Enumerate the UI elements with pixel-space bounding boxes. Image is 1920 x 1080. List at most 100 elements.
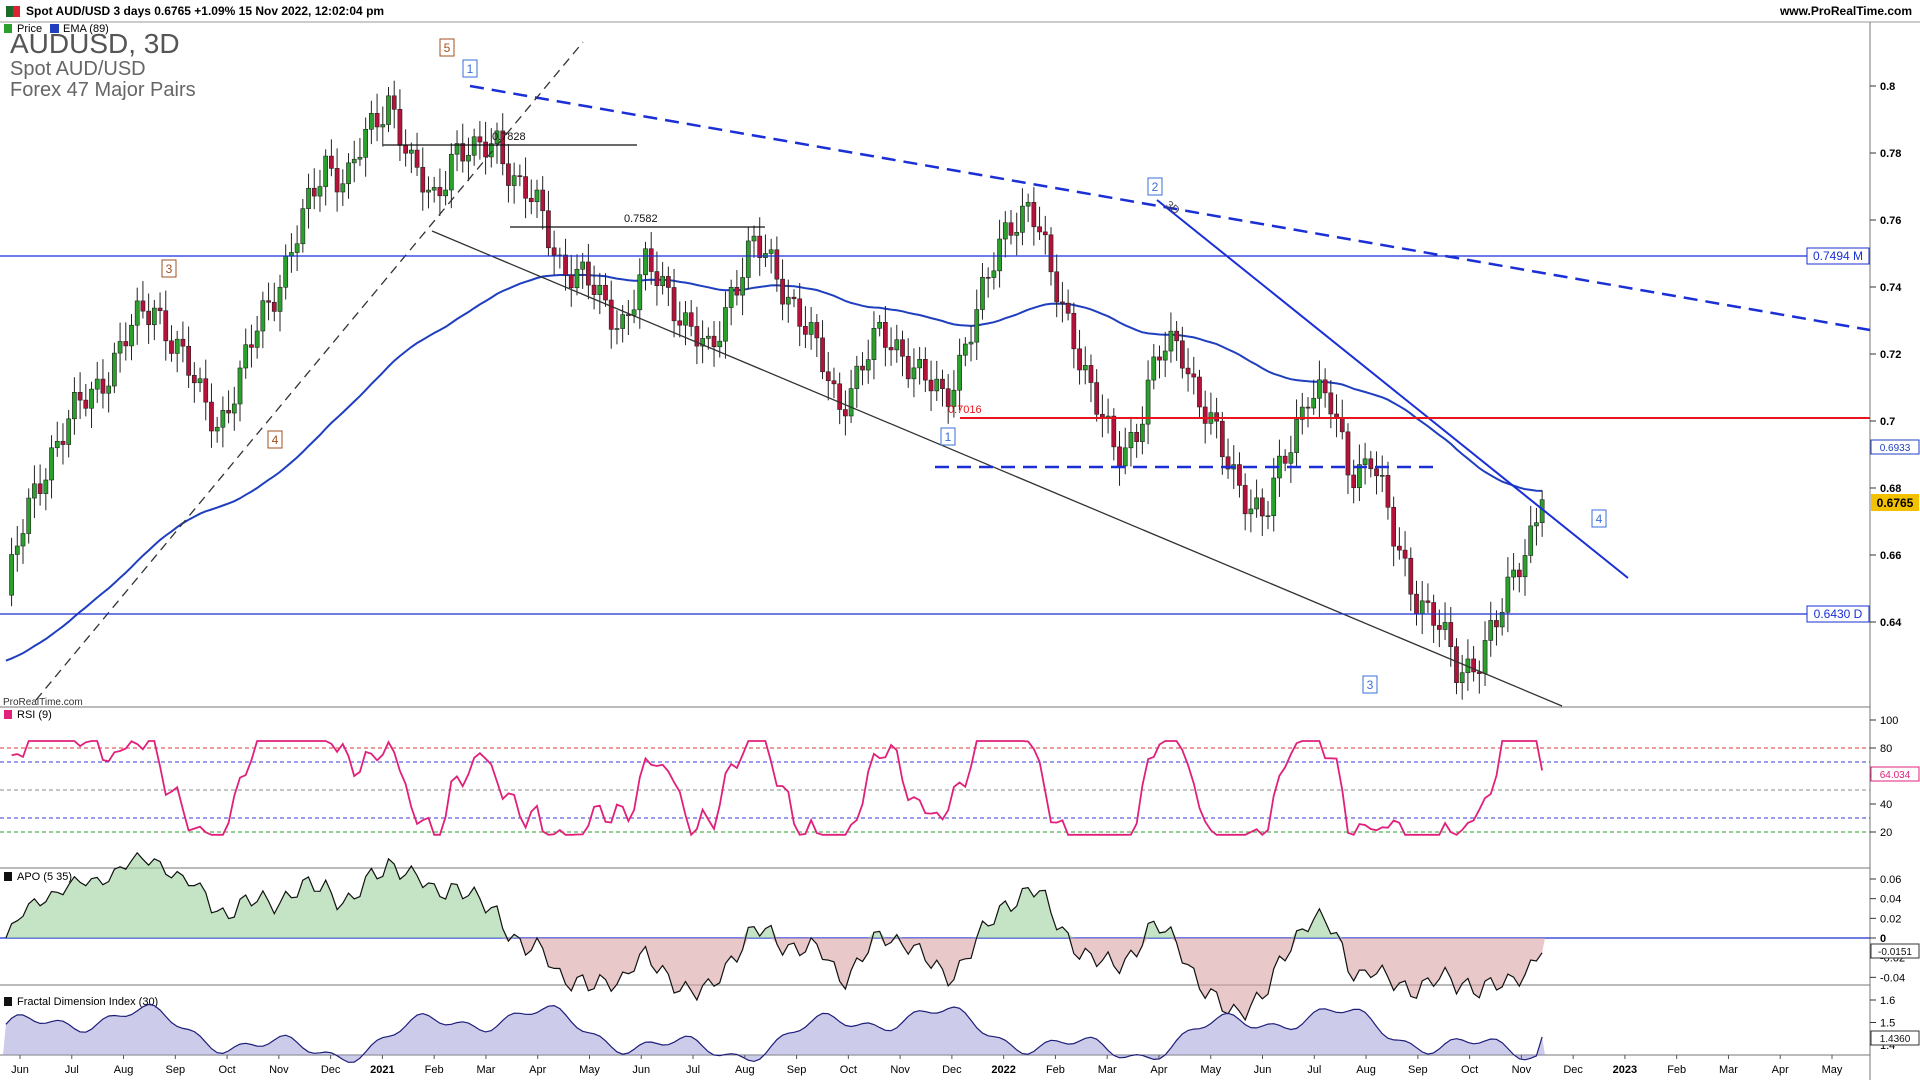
candle bbox=[443, 170, 448, 206]
candle bbox=[243, 328, 249, 379]
legend-ema: EMA (89) bbox=[63, 23, 109, 35]
candle bbox=[426, 176, 431, 209]
candle bbox=[1414, 580, 1419, 626]
candle bbox=[334, 148, 340, 212]
time-tick-label: Aug bbox=[735, 1064, 755, 1076]
candle bbox=[340, 169, 346, 206]
candle bbox=[180, 321, 186, 363]
time-tick-label: Jun bbox=[632, 1064, 650, 1076]
candle bbox=[1328, 380, 1334, 429]
wave-label-orange-3: 3 bbox=[161, 259, 177, 278]
candle bbox=[317, 169, 323, 212]
time-tick-label: Apr bbox=[529, 1064, 546, 1076]
time-tick-label: Oct bbox=[219, 1064, 236, 1076]
candle bbox=[454, 130, 460, 172]
wave-label-blue-4: 4 bbox=[1591, 509, 1607, 528]
candle bbox=[414, 132, 420, 176]
candle bbox=[962, 337, 968, 367]
time-tick-label: Sep bbox=[787, 1064, 807, 1076]
candle bbox=[43, 468, 49, 511]
level-badge-daily: 0.6430 D bbox=[1806, 605, 1870, 623]
candle bbox=[483, 121, 488, 175]
time-tick-label: Sep bbox=[1408, 1064, 1428, 1076]
candle bbox=[591, 265, 597, 310]
candle bbox=[694, 306, 700, 365]
time-tick-label: Nov bbox=[269, 1064, 289, 1076]
candle bbox=[1271, 457, 1277, 532]
candle bbox=[9, 537, 14, 607]
candle bbox=[757, 217, 763, 276]
candle bbox=[586, 243, 591, 300]
candle bbox=[283, 244, 289, 300]
candle bbox=[1482, 621, 1488, 687]
candle bbox=[1528, 505, 1534, 564]
fib-label-low: 0.7582 bbox=[624, 213, 658, 225]
candle bbox=[1345, 423, 1351, 495]
candle bbox=[563, 238, 568, 291]
candle bbox=[728, 279, 734, 326]
candle bbox=[89, 381, 94, 429]
candle bbox=[574, 254, 580, 296]
candle bbox=[1448, 607, 1454, 667]
flag-icon bbox=[6, 5, 20, 17]
price-tick-label: 0.78 bbox=[1880, 148, 1901, 160]
candle bbox=[894, 324, 900, 363]
candle bbox=[688, 300, 694, 337]
chart-title-symbol: AUDUSD, 3D bbox=[10, 28, 180, 59]
price-tick-label: 0.64 bbox=[1880, 617, 1902, 629]
candle bbox=[431, 176, 437, 203]
candle bbox=[1111, 408, 1117, 461]
candle bbox=[391, 80, 397, 129]
dashed-trendline-upper bbox=[469, 84, 1871, 332]
candle bbox=[60, 423, 66, 465]
candle bbox=[1442, 602, 1448, 641]
price-tick-label: 0.7 bbox=[1880, 416, 1895, 428]
candle bbox=[974, 289, 980, 360]
apo-positive-area bbox=[3, 852, 1545, 938]
candle bbox=[1031, 187, 1037, 246]
candle bbox=[500, 113, 506, 176]
candle bbox=[911, 348, 917, 398]
price-tick-label: 0.74 bbox=[1880, 282, 1902, 294]
website-link[interactable]: www.ProRealTime.com bbox=[1779, 4, 1912, 18]
candle bbox=[922, 347, 928, 393]
candle bbox=[369, 100, 374, 145]
candle bbox=[705, 327, 711, 350]
candle bbox=[420, 147, 426, 211]
candle bbox=[186, 326, 191, 388]
candle bbox=[237, 360, 243, 422]
wave-label-blue-1-top: 1 bbox=[462, 59, 478, 78]
time-tick-label: Nov bbox=[890, 1064, 910, 1076]
candle bbox=[991, 252, 997, 290]
candle bbox=[1174, 320, 1179, 361]
legend-price-swatch bbox=[4, 24, 12, 33]
candle bbox=[1305, 397, 1311, 428]
time-tick-label: 2021 bbox=[370, 1064, 394, 1076]
candle bbox=[740, 257, 745, 316]
candle bbox=[626, 300, 631, 336]
candle bbox=[888, 327, 894, 366]
level-badge-monthly: 0.7494 M bbox=[1806, 247, 1870, 265]
candle bbox=[1219, 412, 1225, 475]
candle bbox=[231, 386, 237, 431]
svg-text:5: 5 bbox=[444, 41, 451, 55]
fib-label-high: 0.7828 bbox=[492, 131, 526, 143]
candle bbox=[905, 338, 911, 388]
price-tick-label: 0.66 bbox=[1880, 550, 1901, 562]
wave-label-blue-3: 3 bbox=[1362, 675, 1378, 694]
candle bbox=[77, 372, 83, 419]
svg-text:3: 3 bbox=[1367, 678, 1374, 692]
candle bbox=[323, 149, 329, 206]
candle bbox=[677, 301, 683, 338]
candle bbox=[900, 330, 905, 377]
candle bbox=[1208, 392, 1214, 435]
candle bbox=[780, 259, 785, 321]
candle bbox=[460, 123, 466, 173]
candle bbox=[494, 122, 500, 164]
candle bbox=[1334, 394, 1339, 438]
fdi-tick-label: 1.6 bbox=[1880, 995, 1895, 1007]
candle bbox=[517, 164, 523, 187]
rsi-tick-label: 40 bbox=[1880, 799, 1892, 811]
candle bbox=[1117, 431, 1122, 486]
